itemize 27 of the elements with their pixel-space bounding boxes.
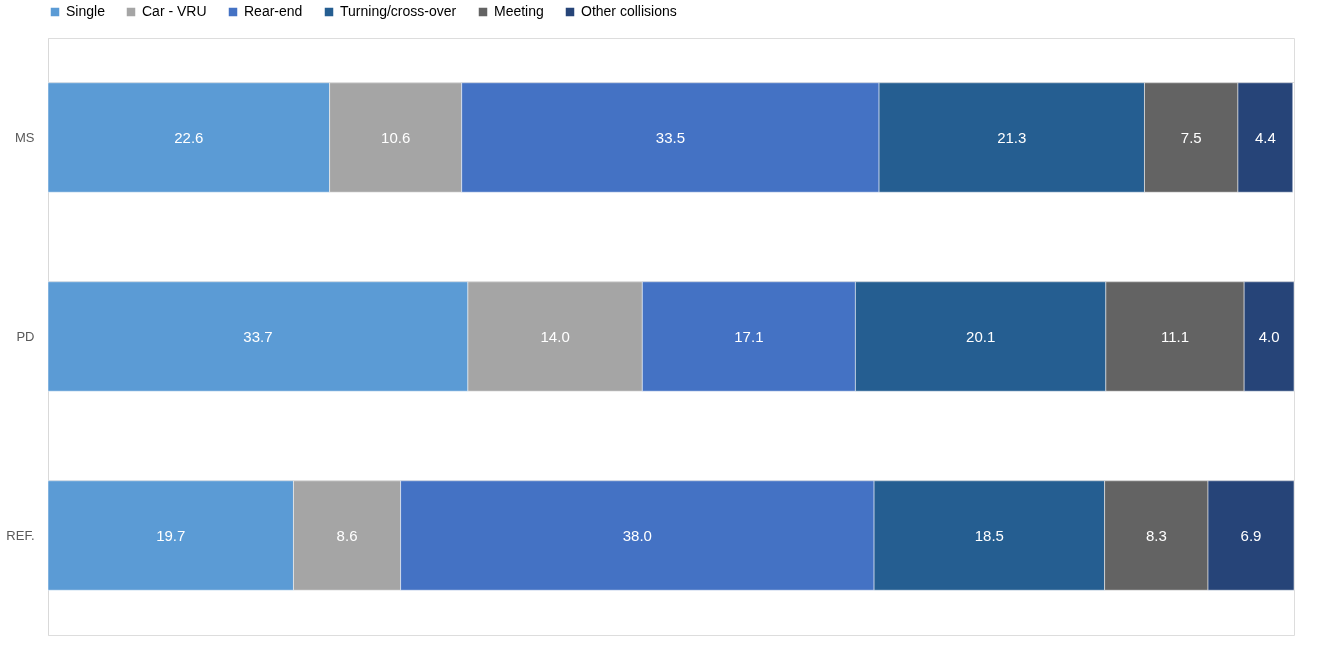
legend-label: Single <box>66 3 106 19</box>
data-label: 4.4 <box>1254 128 1276 146</box>
data-label: 21.3 <box>997 128 1027 146</box>
data-label: 4.0 <box>1258 327 1280 345</box>
data-label: 33.7 <box>243 327 273 345</box>
data-label: 38.0 <box>622 526 652 544</box>
y-tick-label: PD <box>16 328 35 344</box>
data-label: 33.5 <box>655 128 685 146</box>
data-label: 19.7 <box>156 526 186 544</box>
y-tick-label: MS <box>15 129 35 145</box>
data-label: 20.1 <box>966 327 996 345</box>
data-label: 8.6 <box>336 526 358 544</box>
data-label: 10.6 <box>381 128 411 146</box>
legend-label: Turning/cross-over <box>340 3 457 19</box>
legend-label: Car - VRU <box>142 3 207 19</box>
data-label: 6.9 <box>1240 526 1262 544</box>
data-label: 14.0 <box>540 327 570 345</box>
y-tick-label: REF. <box>6 527 35 543</box>
legend-label: Rear-end <box>244 3 303 19</box>
legend-label: Other collisions <box>581 3 677 19</box>
data-label: 11.1 <box>1160 327 1190 345</box>
legend-label: Meeting <box>494 3 544 19</box>
data-label: 22.6 <box>174 128 204 146</box>
data-label: 17.1 <box>734 327 764 345</box>
data-label: 8.3 <box>1145 526 1167 544</box>
data-label: 7.5 <box>1180 128 1202 146</box>
data-label: 18.5 <box>974 526 1004 544</box>
